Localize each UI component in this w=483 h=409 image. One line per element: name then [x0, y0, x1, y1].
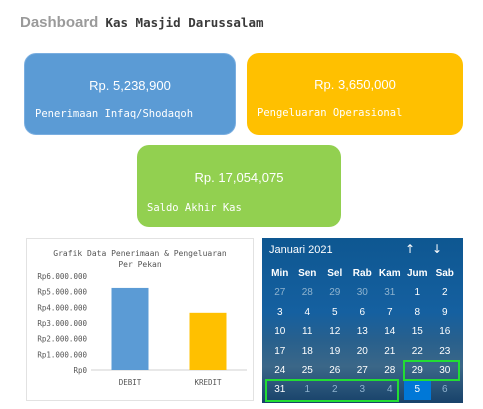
penerimaan-amount: Rp. 5,238,900	[89, 78, 171, 93]
calendar-day[interactable]: 4	[304, 306, 311, 318]
calendar-day[interactable]: 19	[329, 345, 341, 357]
calendar-widget: Januari 2021 ↑ ↓ Min Sen Sel Rab Kam Jum Sab 27…	[262, 238, 463, 403]
penerimaan-label: Penerimaan Infaq/Shodaqoh	[35, 108, 194, 120]
calendar-day[interactable]: 1	[304, 384, 311, 396]
pengeluaran-amount: Rp. 3,650,000	[314, 77, 396, 92]
calendar-day[interactable]: 11	[302, 326, 313, 338]
calendar-day[interactable]: 31	[274, 384, 286, 396]
chart-svg: Grafik Data Penerimaan & Pengeluaran Per …	[37, 249, 247, 387]
saldo-label: Saldo Akhir Kas	[147, 202, 242, 214]
calendar-day[interactable]: 7	[386, 306, 393, 318]
weekday-label: Sen	[298, 268, 317, 279]
calendar-day[interactable]: 23	[439, 345, 451, 357]
y-tick-label: Rp1.000.000	[37, 350, 87, 359]
calendar-day[interactable]: 4	[386, 384, 393, 396]
calendar-day[interactable]: 14	[384, 326, 396, 338]
weekday-label: Min	[271, 268, 289, 279]
calendar-day[interactable]: 30	[439, 364, 451, 376]
calendar-day[interactable]: 15	[411, 326, 423, 338]
calendar-day[interactable]: 9	[441, 306, 448, 318]
calendar-day[interactable]: 10	[274, 326, 286, 338]
calendar-month-label[interactable]: Januari 2021	[269, 244, 333, 256]
calendar-day[interactable]: 30	[356, 287, 368, 299]
calendar-day[interactable]: 28	[384, 364, 396, 376]
calendar-day[interactable]: 27	[274, 287, 286, 299]
weekday-label: Kam	[378, 268, 401, 279]
page-header: Dashboard Kas Masjid Darussalam	[20, 12, 264, 31]
calendar-day[interactable]: 29	[411, 364, 423, 376]
chart-title-line: Per Pekan	[118, 260, 162, 269]
y-tick-label: Rp5.000.000	[37, 288, 87, 297]
card-penerimaan: Rp. 5,238,900 Penerimaan Infaq/Shodaqoh	[24, 53, 236, 135]
calendar-day[interactable]: 20	[356, 345, 368, 357]
arrow-down-icon[interactable]: ↓	[432, 242, 443, 256]
calendar-grid: Min Sen Sel Rab Kam Jum Sab 27 28 29 30 31 1 2 3 4 5 6 7 8 9…	[266, 264, 459, 400]
bar-debit	[111, 287, 149, 370]
calendar-day[interactable]: 6	[359, 306, 366, 318]
calendar-day[interactable]: 28	[301, 287, 313, 299]
arrow-up-icon[interactable]: ↑	[405, 242, 416, 256]
calendar-day[interactable]: 8	[414, 306, 421, 318]
calendar-day[interactable]: 21	[384, 345, 396, 357]
calendar-day[interactable]: 5	[331, 306, 338, 318]
calendar-day[interactable]: 17	[274, 345, 286, 357]
calendar-day[interactable]: 29	[329, 287, 341, 299]
card-saldo: Rp. 17,054,075 Saldo Akhir Kas	[137, 145, 341, 227]
weekday-label: Rab	[352, 268, 372, 279]
card-pengeluaran: Rp. 3,650,000 Pengeluaran Operasional	[247, 53, 463, 135]
calendar-day[interactable]: 31	[384, 287, 396, 299]
calendar-day[interactable]: 18	[301, 345, 313, 357]
pengeluaran-label: Pengeluaran Operasional	[257, 107, 403, 119]
y-tick-label: Rp0	[73, 366, 87, 375]
y-tick-label: Rp2.000.000	[37, 335, 87, 344]
calendar-day[interactable]: 3	[359, 384, 366, 396]
calendar-day[interactable]: 25	[301, 364, 313, 376]
weekday-label: Jum	[406, 268, 428, 279]
calendar-day[interactable]: 13	[356, 326, 368, 338]
calendar-day-selected[interactable]: 5	[403, 380, 431, 400]
page-title: Kas Masjid Darussalam	[105, 15, 264, 30]
y-tick-label: Rp4.000.000	[37, 303, 87, 312]
saldo-amount: Rp. 17,054,075	[194, 170, 284, 185]
dashboard-label: Dashboard	[20, 14, 99, 31]
bar-chart: Grafik Data Penerimaan & Pengeluaran Per …	[26, 238, 254, 401]
calendar-day[interactable]: 22	[411, 345, 423, 357]
calendar-day[interactable]: 3	[276, 306, 283, 318]
bar-kredit	[189, 312, 227, 370]
calendar-day[interactable]: 26	[329, 364, 341, 376]
calendar-day[interactable]: 2	[441, 287, 448, 299]
calendar-day[interactable]: 6	[441, 384, 448, 396]
calendar-day[interactable]: 24	[274, 364, 286, 376]
calendar-day[interactable]: 2	[331, 384, 338, 396]
y-tick-label: Rp3.000.000	[37, 319, 87, 328]
calendar-day[interactable]: 16	[439, 326, 451, 338]
weekday-label: Sel	[327, 268, 343, 279]
calendar-day[interactable]: 27	[356, 364, 368, 376]
calendar-day[interactable]: 1	[414, 287, 421, 299]
x-tick-label: DEBIT	[119, 378, 142, 387]
x-tick-label: KREDIT	[194, 378, 222, 387]
chart-title-line: Grafik Data Penerimaan & Pengeluaran	[53, 249, 227, 258]
y-tick-label: Rp6.000.000	[37, 272, 87, 281]
calendar-day[interactable]: 12	[329, 326, 341, 338]
weekday-label: Sab	[435, 268, 454, 279]
